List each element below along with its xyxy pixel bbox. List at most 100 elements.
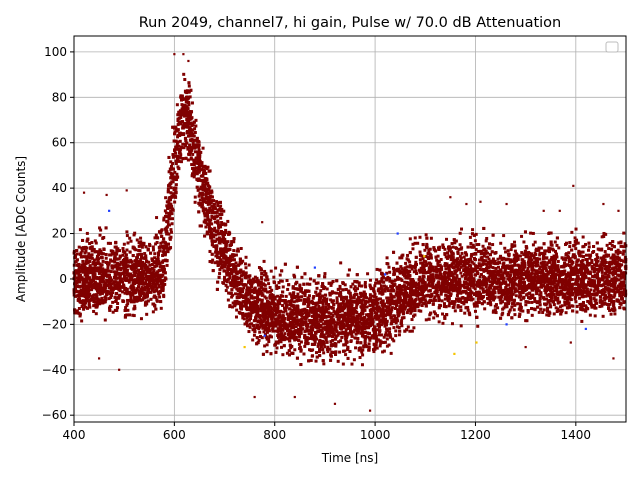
data-point — [153, 252, 156, 255]
data-point — [175, 183, 178, 186]
data-point — [251, 338, 254, 341]
data-point — [95, 312, 98, 315]
data-point — [344, 353, 347, 356]
data-point — [418, 236, 421, 239]
data-point — [575, 311, 578, 314]
data-point — [538, 311, 541, 314]
data-point — [580, 320, 583, 323]
data-point — [571, 305, 574, 308]
data-point — [459, 243, 462, 246]
data-point — [399, 265, 402, 268]
data-point — [364, 281, 367, 284]
data-point — [253, 334, 256, 337]
data-point — [194, 125, 197, 128]
data-point — [244, 266, 247, 269]
data-point — [375, 278, 378, 281]
data-point — [575, 240, 578, 243]
data-point — [140, 317, 143, 320]
data-point — [445, 255, 448, 258]
data-point — [557, 246, 560, 249]
data-point — [126, 234, 129, 237]
data-point — [293, 300, 296, 303]
data-point — [139, 237, 142, 240]
data-point — [188, 85, 191, 88]
data-point — [469, 236, 472, 239]
data-point — [388, 344, 391, 347]
data-point — [104, 319, 107, 322]
data-point — [156, 300, 159, 303]
data-point — [345, 288, 348, 291]
data-point — [235, 309, 238, 312]
data-point — [194, 201, 197, 204]
data-point — [244, 262, 247, 265]
data-point — [286, 288, 289, 291]
data-point — [469, 242, 472, 245]
data-point — [258, 331, 261, 334]
data-point — [202, 147, 205, 150]
data-point — [529, 232, 532, 235]
data-point — [570, 231, 573, 234]
data-point — [385, 262, 388, 265]
data-point — [394, 334, 397, 337]
data-point — [565, 311, 568, 314]
data-point — [105, 257, 108, 260]
data-point — [386, 256, 389, 259]
data-point — [180, 160, 183, 163]
data-point — [138, 296, 141, 299]
data-point — [282, 285, 285, 288]
data-point — [166, 264, 169, 267]
data-point — [587, 249, 590, 252]
data-point — [508, 310, 511, 313]
data-point — [513, 299, 516, 302]
data-point — [86, 232, 89, 235]
data-point — [300, 295, 303, 298]
data-point — [430, 237, 433, 240]
data-point — [463, 312, 466, 315]
data-point — [285, 295, 288, 298]
data-point — [586, 300, 589, 303]
data-point — [299, 299, 302, 302]
data-point — [483, 307, 486, 310]
data-point — [310, 359, 313, 362]
data-point — [597, 279, 600, 282]
data-point — [158, 295, 161, 298]
data-point — [208, 207, 211, 210]
data-point — [435, 259, 438, 262]
data-point — [309, 278, 312, 281]
data-point — [161, 228, 164, 231]
data-point — [401, 317, 404, 320]
data-point — [188, 144, 191, 147]
data-point — [510, 299, 513, 302]
data-point — [452, 266, 455, 269]
data-point — [459, 232, 462, 235]
data-point — [279, 274, 282, 277]
data-point — [152, 246, 155, 249]
data-point — [513, 308, 516, 311]
data-point — [582, 236, 585, 239]
data-point — [78, 246, 81, 249]
data-point — [88, 260, 91, 263]
data-point — [411, 330, 414, 333]
data-point — [123, 243, 126, 246]
data-point — [454, 246, 457, 249]
data-point — [497, 266, 500, 269]
data-point — [157, 292, 160, 295]
data-point — [269, 286, 272, 289]
data-point — [219, 217, 222, 220]
data-point — [133, 233, 136, 236]
data-point — [361, 353, 364, 356]
data-point — [179, 140, 182, 143]
data-point — [459, 272, 462, 275]
data-point — [409, 237, 412, 240]
data-point — [226, 286, 229, 289]
data-point — [132, 307, 135, 310]
data-point — [589, 288, 592, 291]
data-point — [102, 260, 105, 263]
data-point — [351, 283, 354, 286]
data-point — [499, 242, 502, 245]
data-point — [419, 310, 422, 313]
data-point — [445, 238, 448, 241]
data-point — [200, 161, 203, 164]
data-point — [592, 250, 595, 253]
data-point — [459, 305, 462, 308]
